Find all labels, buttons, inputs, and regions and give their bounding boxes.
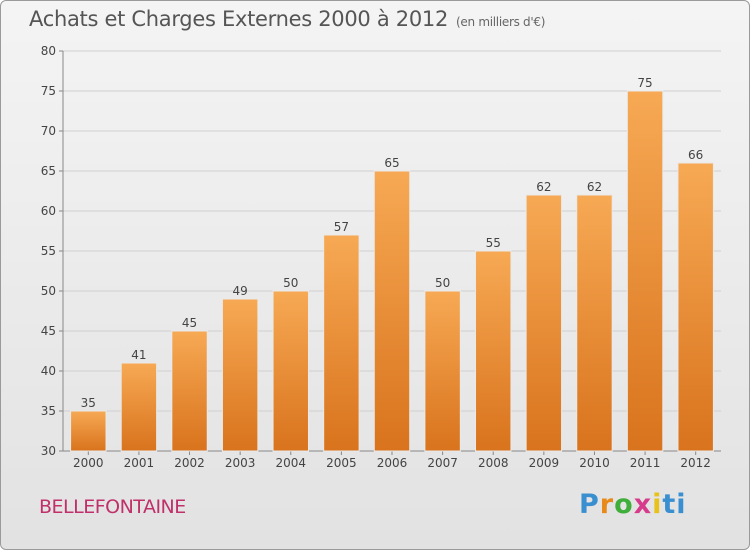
y-tick-label: 50: [41, 284, 56, 298]
commune-name: BELLEFONTAINE: [39, 496, 186, 518]
x-tick-label: 2002: [174, 456, 205, 470]
x-tick-label: 2000: [73, 456, 104, 470]
bar-2006: [373, 170, 411, 452]
title-text: Achats et Charges Externes 2000 à 2012: [29, 7, 449, 31]
value-label: 66: [688, 148, 703, 162]
value-label: 35: [81, 396, 96, 410]
x-tick-label: 2007: [427, 456, 458, 470]
bar-2000: [70, 410, 107, 452]
y-tick-label: 45: [41, 324, 56, 338]
proxiti-logo: Proxiti: [579, 489, 687, 520]
value-label: 50: [435, 276, 450, 290]
bar-2007: [424, 290, 461, 452]
value-label: 62: [536, 180, 551, 194]
bar-2011: [626, 90, 664, 452]
bar-2004: [272, 290, 309, 452]
labels: 30 35 40 45 50 55 60 65 70 75 80 35 2000 41 2001 45 2002…: [41, 44, 711, 470]
y-tick-label: 80: [41, 44, 56, 58]
x-tick-label: 2011: [630, 456, 661, 470]
chart-subtitle: (en milliers d'€): [456, 15, 546, 29]
value-label: 62: [587, 180, 602, 194]
x-tick-label: 2012: [680, 456, 711, 470]
y-tick-label: 60: [41, 204, 56, 218]
y-tick-label: 70: [41, 124, 56, 138]
bar-2012: [677, 162, 714, 452]
x-tick-label: 2009: [529, 456, 560, 470]
bar-2001: [120, 362, 158, 452]
bar-2003: [221, 298, 259, 452]
bar-2005: [323, 234, 360, 452]
chart-title: Achats et Charges Externes 2000 à 2012 (e…: [29, 7, 545, 31]
value-label: 50: [283, 276, 298, 290]
value-label: 55: [486, 236, 501, 250]
x-tick-label: 2001: [124, 456, 155, 470]
value-label: 57: [334, 220, 349, 234]
y-tick-label: 35: [41, 404, 56, 418]
y-tick-label: 40: [41, 364, 56, 378]
bar-2002: [171, 330, 208, 452]
x-tick-label: 2003: [225, 456, 256, 470]
bar-2009: [525, 194, 563, 452]
value-label: 45: [182, 316, 197, 330]
x-tick-label: 2008: [478, 456, 509, 470]
bars: [70, 90, 714, 452]
bar-2010: [576, 194, 613, 452]
x-tick-label: 2006: [377, 456, 408, 470]
x-tick-label: 2005: [326, 456, 357, 470]
x-tick-label: 2004: [275, 456, 306, 470]
y-tick-label: 55: [41, 244, 56, 258]
y-tick-label: 30: [41, 444, 56, 458]
x-tick-label: 2010: [579, 456, 610, 470]
y-tick-label: 75: [41, 84, 56, 98]
value-label: 75: [637, 76, 652, 90]
y-tick-label: 65: [41, 164, 56, 178]
bar-2008: [475, 250, 512, 452]
value-label: 65: [384, 156, 399, 170]
value-label: 49: [233, 284, 248, 298]
value-label: 41: [131, 348, 146, 362]
